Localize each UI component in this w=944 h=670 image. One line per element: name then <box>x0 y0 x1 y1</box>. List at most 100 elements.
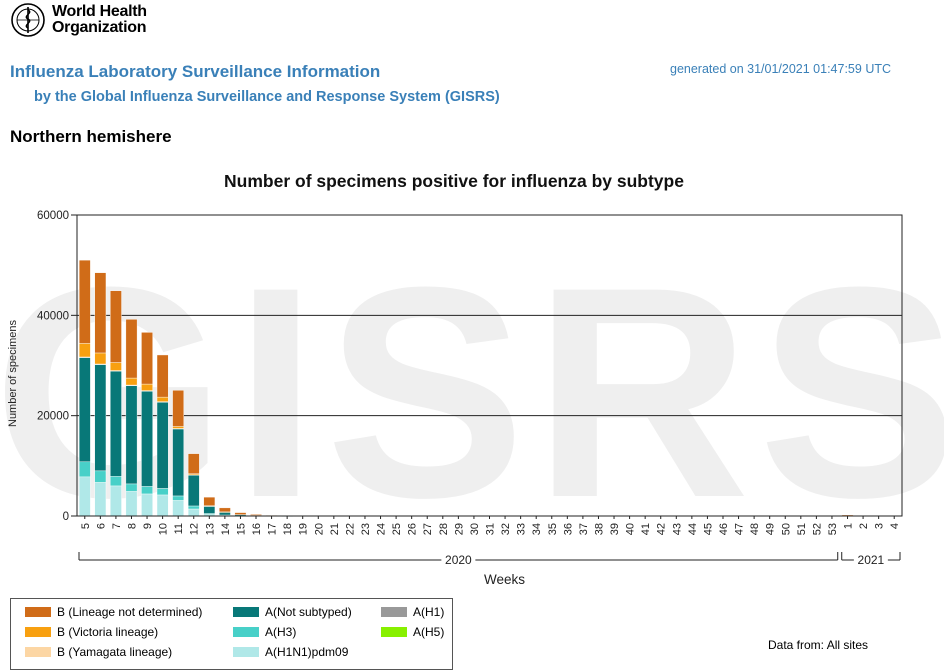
legend-item: A(Not subtyped) <box>233 605 352 619</box>
x-tick-label: 10 <box>158 523 170 535</box>
bar-segment <box>203 505 216 514</box>
bar-segment <box>110 370 122 477</box>
bar-segment <box>156 354 169 398</box>
legend-label: B (Lineage not determined) <box>57 605 203 619</box>
legend-item: A(H1) <box>381 605 444 619</box>
x-tick-label: 31 <box>485 523 497 535</box>
legend-swatch <box>233 647 259 657</box>
legend-swatch <box>233 627 259 637</box>
bar-segment <box>156 494 169 517</box>
legend-label: B (Yamagata lineage) <box>57 645 173 659</box>
bar-segment <box>110 476 122 487</box>
x-tick-label: 48 <box>749 523 761 535</box>
x-tick-label: 51 <box>796 523 808 535</box>
bar-segment <box>156 396 169 402</box>
x-tick-label: 6 <box>95 523 107 529</box>
x-tick-label: 42 <box>656 523 668 535</box>
y-tick-label: 60000 <box>37 210 69 222</box>
x-tick-label: 47 <box>734 523 746 535</box>
x-tick-label: 19 <box>298 523 310 535</box>
bar-segment <box>94 470 107 483</box>
x-tick-label: 7 <box>111 523 123 529</box>
x-tick-label: 41 <box>640 523 652 535</box>
x-tick-label: 49 <box>765 523 777 535</box>
legend-label: B (Victoria lineage) <box>57 625 159 639</box>
x-tick-label: 11 <box>173 523 185 534</box>
bar-segment <box>110 485 122 517</box>
bar-segment <box>141 383 153 391</box>
bar-segment <box>141 486 153 495</box>
bar-segment <box>187 453 200 474</box>
x-tick-label: 1 <box>843 523 855 529</box>
chart-title: Number of specimens positive for influen… <box>224 171 684 191</box>
bar-segment <box>141 493 153 517</box>
legend-label: A(Not subtyped) <box>265 605 352 619</box>
bar-segment <box>125 491 138 517</box>
x-tick-label: 53 <box>827 523 839 535</box>
x-tick-label: 18 <box>282 523 294 535</box>
chart-legend: B (Lineage not determined) B (Victoria li… <box>10 598 453 670</box>
bar-segment <box>234 512 247 515</box>
legend-item: B (Lineage not determined) <box>25 605 202 619</box>
y-tick-label: 0 <box>63 511 69 523</box>
x-tick-label: 33 <box>516 523 528 535</box>
legend-label: A(H5) <box>413 625 445 639</box>
bar-segment <box>219 507 231 513</box>
y-tick-label: 40000 <box>37 310 69 322</box>
x-tick-label: 25 <box>391 523 403 535</box>
x-tick-label: 8 <box>127 523 139 529</box>
x-tick-label: 22 <box>344 523 356 535</box>
x-tick-label: 28 <box>438 523 450 535</box>
bar-segment <box>172 500 184 517</box>
legend-item: B (Yamagata lineage) <box>25 645 172 659</box>
bar-segment <box>94 482 107 517</box>
bar-segment <box>78 357 91 463</box>
bar-segment <box>125 385 138 485</box>
x-tick-label: 36 <box>562 523 574 535</box>
x-tick-label: 27 <box>422 523 434 535</box>
x-tick-label: 4 <box>889 523 901 529</box>
x-tick-label: 40 <box>625 523 637 535</box>
x-tick-label: 29 <box>453 523 465 535</box>
legend-label: A(H1) <box>413 605 445 619</box>
x-tick-label: 34 <box>531 523 543 535</box>
bar-segment <box>187 508 200 517</box>
x-tick-label: 9 <box>142 523 154 529</box>
y-axis-label: Number of specimens <box>7 320 19 427</box>
x-tick-label: 12 <box>189 523 201 535</box>
x-tick-label: 20 <box>313 523 325 535</box>
bar-segment <box>141 332 153 385</box>
legend-swatch <box>25 627 51 637</box>
bar-segment <box>78 476 91 517</box>
who-logo: World Health Organization <box>10 0 160 40</box>
bar-segment <box>94 272 107 354</box>
bar-segment <box>203 496 216 506</box>
bar-segment <box>94 364 107 472</box>
logo-text-line2: Organization <box>52 19 147 36</box>
bar-segment <box>172 495 184 501</box>
bar-segment <box>125 377 138 386</box>
x-tick-label: 35 <box>547 523 559 535</box>
bar-segment <box>78 343 91 358</box>
x-tick-label: 13 <box>204 523 216 535</box>
bar-segment <box>125 483 138 492</box>
year-label: 2021 <box>858 553 885 567</box>
x-tick-label: 16 <box>251 523 263 535</box>
x-axis-label: Weeks <box>484 572 525 587</box>
x-tick-label: 30 <box>469 523 481 535</box>
legend-label: A(H1N1)pdm09 <box>265 645 349 659</box>
x-tick-label: 23 <box>360 523 372 535</box>
bar-segment <box>172 390 184 427</box>
bar-segment <box>125 319 138 379</box>
generated-timestamp: generated on 31/01/2021 01:47:59 UTC <box>670 62 892 76</box>
x-tick-label: 14 <box>220 523 232 535</box>
x-tick-label: 26 <box>407 523 419 535</box>
legend-label: A(H3) <box>265 625 297 639</box>
x-tick-label: 2 <box>858 523 870 529</box>
who-emblem-icon <box>11 3 45 37</box>
legend-swatch <box>233 607 259 617</box>
x-tick-label: 5 <box>80 523 92 529</box>
bar-segment <box>156 401 169 489</box>
bar-segment <box>110 290 122 363</box>
year-label: 2020 <box>445 553 472 567</box>
